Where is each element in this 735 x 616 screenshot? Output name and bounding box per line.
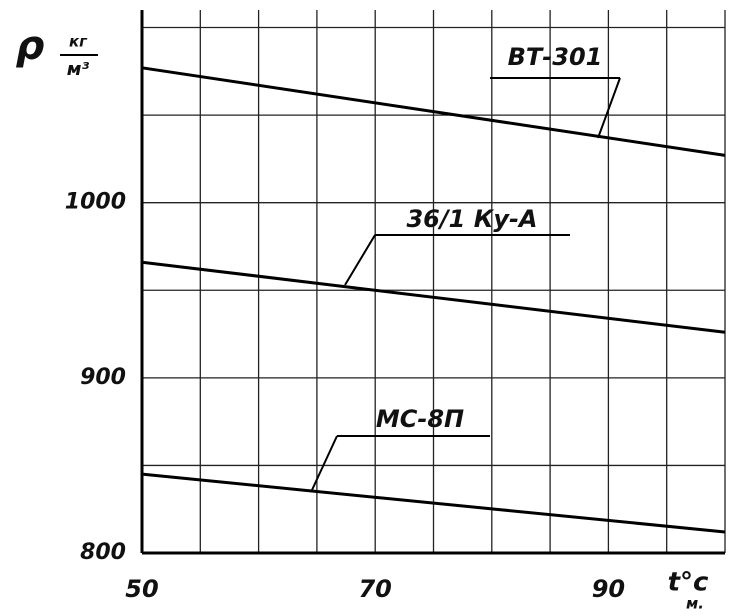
y-tick-label: 800 xyxy=(80,540,126,565)
y-unit-top: кг xyxy=(69,33,88,51)
series-line xyxy=(141,66,726,157)
series-line xyxy=(141,472,726,534)
series-label: 36/1 Ку-А xyxy=(406,205,537,233)
y-tick-label: 1000 xyxy=(65,190,126,215)
x-symbol: t°c xyxy=(668,568,709,598)
series-label: МС-8П xyxy=(376,405,464,433)
x-subscript: м. xyxy=(686,595,704,613)
x-tick-label: 90 xyxy=(592,575,625,603)
leader-line xyxy=(490,77,621,139)
leader-line xyxy=(344,234,570,286)
series-line xyxy=(141,260,726,334)
y-unit-bottom: м³ xyxy=(67,59,90,80)
series-label: ВТ-301 xyxy=(508,43,603,71)
x-tick-label: 50 xyxy=(125,575,158,603)
x-tick-label: 70 xyxy=(358,575,391,603)
y-tick-label: 900 xyxy=(80,365,126,390)
y-symbol: ρ xyxy=(16,23,45,69)
leader-line xyxy=(311,435,490,491)
